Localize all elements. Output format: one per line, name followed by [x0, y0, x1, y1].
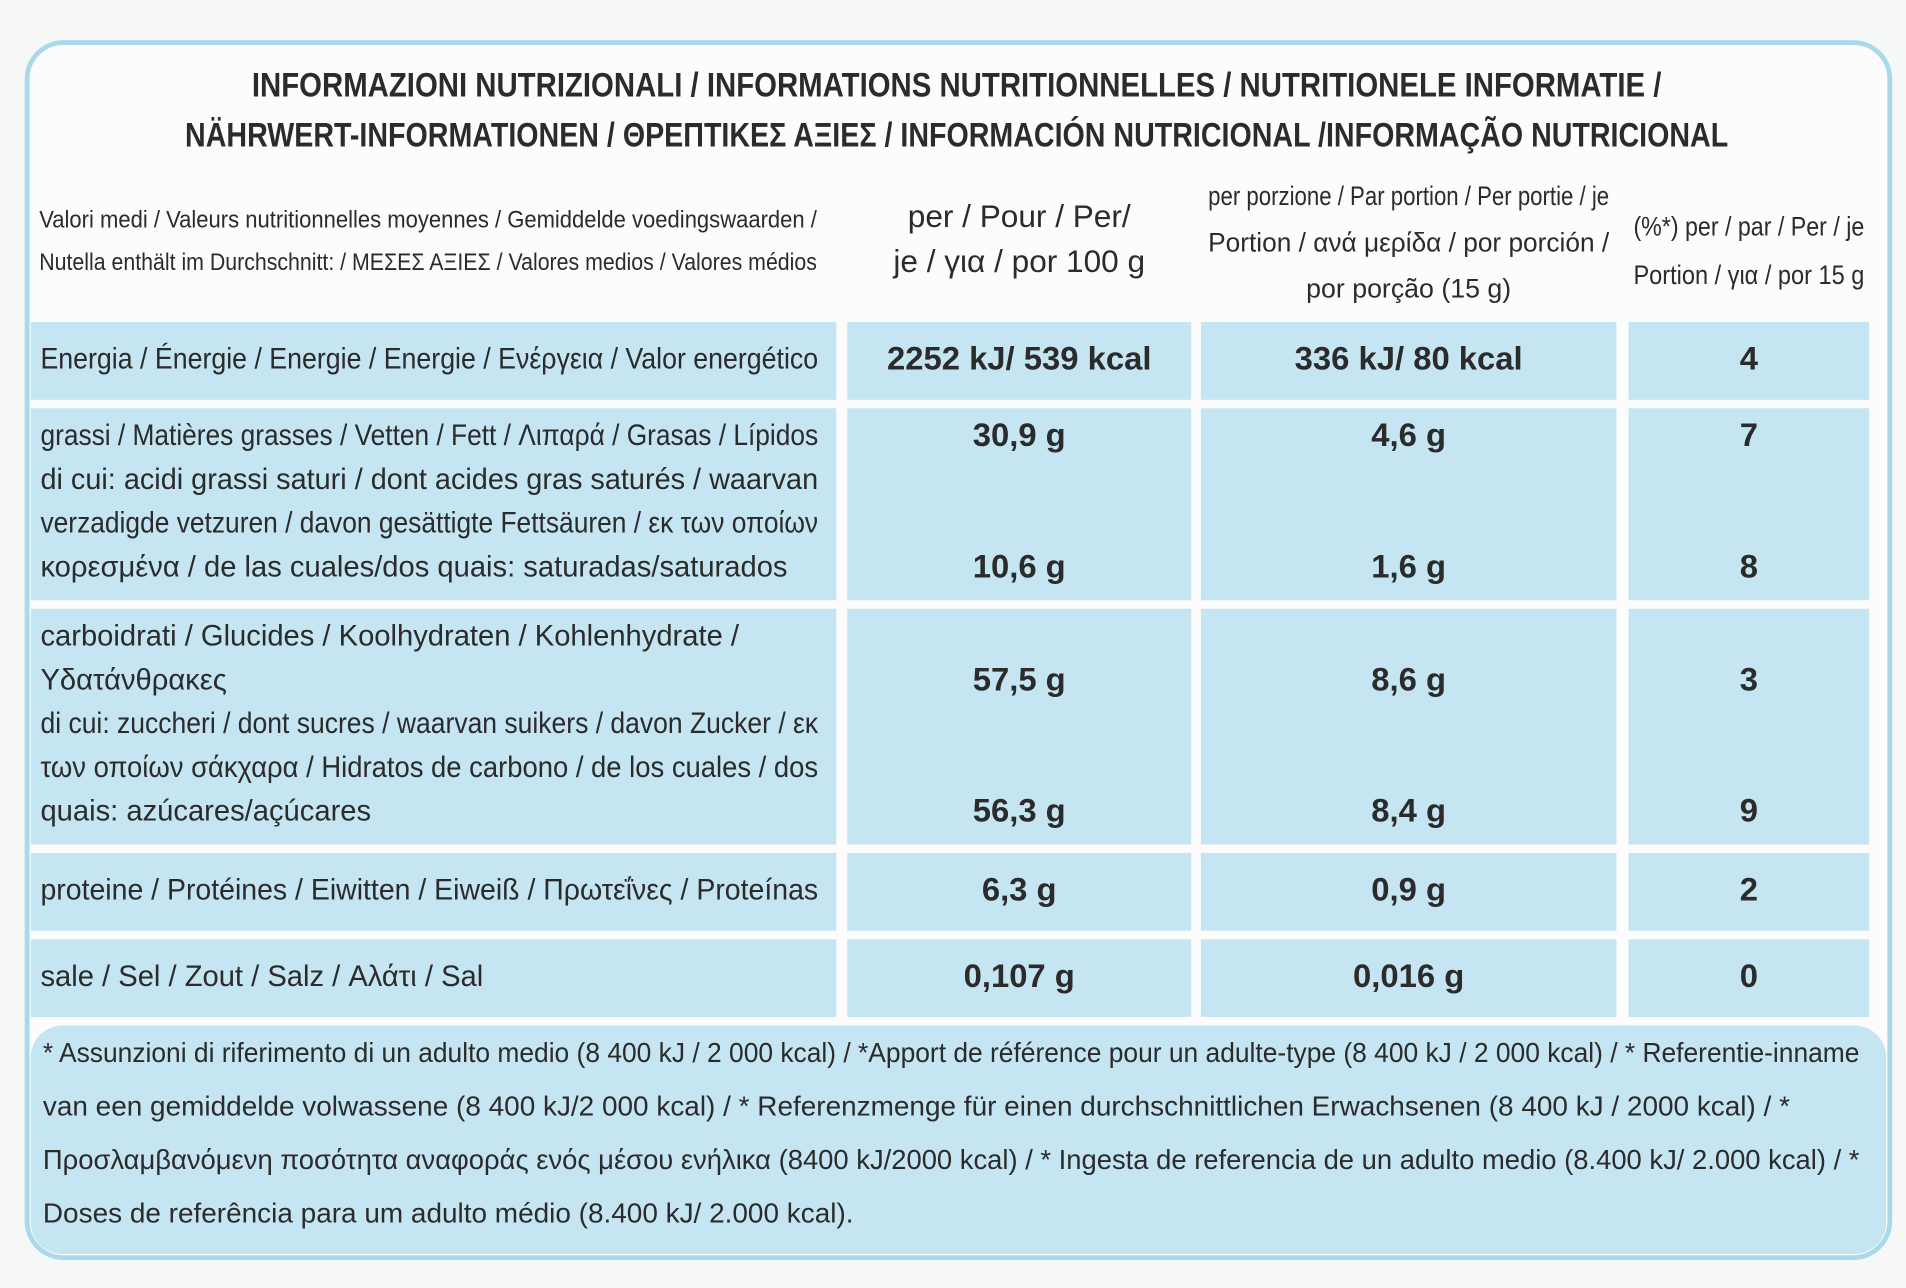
nutrient-value: 30,9 g	[973, 416, 1066, 453]
row-cell	[1200, 408, 1617, 601]
nutrient-value: 8	[1740, 547, 1758, 584]
nutrient-value: 1,6 g	[1371, 547, 1446, 584]
footnote-box	[30, 1025, 1887, 1254]
nutrient-value: 0,107 g	[964, 957, 1075, 994]
nutrient-value: 336 kJ/ 80 kcal	[1295, 340, 1523, 377]
nutrient-value: 0,016 g	[1353, 957, 1464, 994]
row-cell	[30, 322, 837, 400]
nutrient-value: 4,6 g	[1371, 416, 1446, 453]
row-cell	[847, 608, 1192, 845]
row-cell	[847, 852, 1192, 931]
nutrient-label: κορεσμένα / de las cuales/dos quais: sat…	[40, 551, 787, 583]
nutrient-value: 4	[1740, 340, 1759, 377]
nutrient-value: 2252 kJ/ 539 kcal	[887, 340, 1151, 377]
nutrient-label: Energia / Énergie / Energie / Energie / …	[40, 343, 818, 376]
header-text: Portion / ανά μερίδα / por porción /	[1208, 227, 1610, 257]
nutrient-label: carboidrati / Glucides / Koolhydraten / …	[40, 621, 739, 653]
nutrient-value: 3	[1740, 660, 1758, 697]
header-text: je / για / por 100 g	[892, 243, 1145, 279]
row-cell	[847, 939, 1192, 1018]
nutrient-label: των οποίων σάκχαρα / Hidratos de carbono…	[40, 752, 818, 784]
title-line: NÄHRWERT-INFORMATIONEN / ΘΡΕΠΤΙΚΕΣ ΑΞΙΕΣ…	[185, 116, 1728, 154]
nutrient-value: 0,9 g	[1371, 871, 1446, 908]
nutrient-label: verzadigde vetzuren / davon gesättigte F…	[40, 508, 818, 540]
row-cell	[1628, 852, 1870, 931]
row-cell	[1628, 608, 1870, 845]
row-cell	[1628, 939, 1870, 1018]
nutrient-value: 7	[1740, 416, 1758, 453]
nutrient-value: 57,5 g	[973, 660, 1066, 697]
row-cell	[1200, 322, 1617, 400]
header-text: por porção (15 g)	[1306, 273, 1511, 303]
row-cell	[30, 608, 837, 845]
nutrient-value: 9	[1740, 792, 1758, 829]
nutrient-label: di cui: acidi grassi saturi / dont acide…	[40, 464, 818, 496]
nutrient-value: 2	[1740, 871, 1758, 908]
row-cell	[30, 852, 837, 931]
nutrient-label: grassi / Matières grasses / Vetten / Fet…	[40, 420, 818, 452]
nutrient-value: 6,3 g	[982, 871, 1057, 908]
row-cell	[30, 939, 837, 1018]
row-cell	[1200, 939, 1617, 1018]
row-cell	[30, 408, 837, 601]
header-text: per / Pour / Per/	[908, 198, 1131, 234]
row-cell	[1200, 852, 1617, 931]
header-text: (%*) per / par / Per / je	[1633, 212, 1864, 242]
nutrient-label: di cui: zuccheri / dont sucres / waarvan…	[40, 708, 818, 740]
nutrient-label: proteine / Protéines / Eiwitten / Eiweiß…	[40, 875, 818, 907]
row-cell	[847, 408, 1192, 601]
nutrient-value: 10,6 g	[973, 547, 1066, 584]
footnote-line: van een gemiddelde volwassene (8 400 kJ/…	[43, 1091, 1790, 1122]
row-cell	[1628, 322, 1870, 400]
title-line: INFORMAZIONI NUTRIZIONALI / INFORMATIONS…	[252, 66, 1662, 104]
nutrient-value: 0	[1740, 957, 1758, 994]
header-text: per porzione / Par portion / Per portie …	[1208, 181, 1609, 211]
footnote-line: Doses de referência para um adulto médio…	[43, 1197, 854, 1228]
footnote-line: Προσλαμβανόμενη ποσότητα αναφοράς ενός μ…	[43, 1144, 1860, 1175]
content: INFORMAZIONI NUTRIZIONALI / INFORMATIONS…	[30, 66, 1887, 1254]
nutrient-label: sale / Sel / Zout / Salz / Αλάτι / Sal	[40, 961, 483, 993]
row-cell	[1200, 608, 1617, 845]
nutrient-label: quais: azúcares/açúcares	[40, 796, 371, 828]
header-text: Valori medi / Valeurs nutritionnelles mo…	[39, 207, 817, 234]
nutrient-value: 56,3 g	[973, 792, 1066, 829]
row-cell	[847, 322, 1192, 400]
header-text: Portion / για / por 15 g	[1633, 260, 1864, 290]
nutrient-value: 8,4 g	[1371, 792, 1446, 829]
nutrient-label: Υδατάνθρακες	[40, 664, 226, 696]
row-cell	[1628, 408, 1870, 601]
footnote-line: * Assunzioni di riferimento di un adulto…	[43, 1037, 1860, 1068]
header-text: Nutella enthält im Durchschnitt: / ΜΕΣΕΣ…	[39, 249, 817, 276]
nutrient-value: 8,6 g	[1371, 660, 1446, 697]
